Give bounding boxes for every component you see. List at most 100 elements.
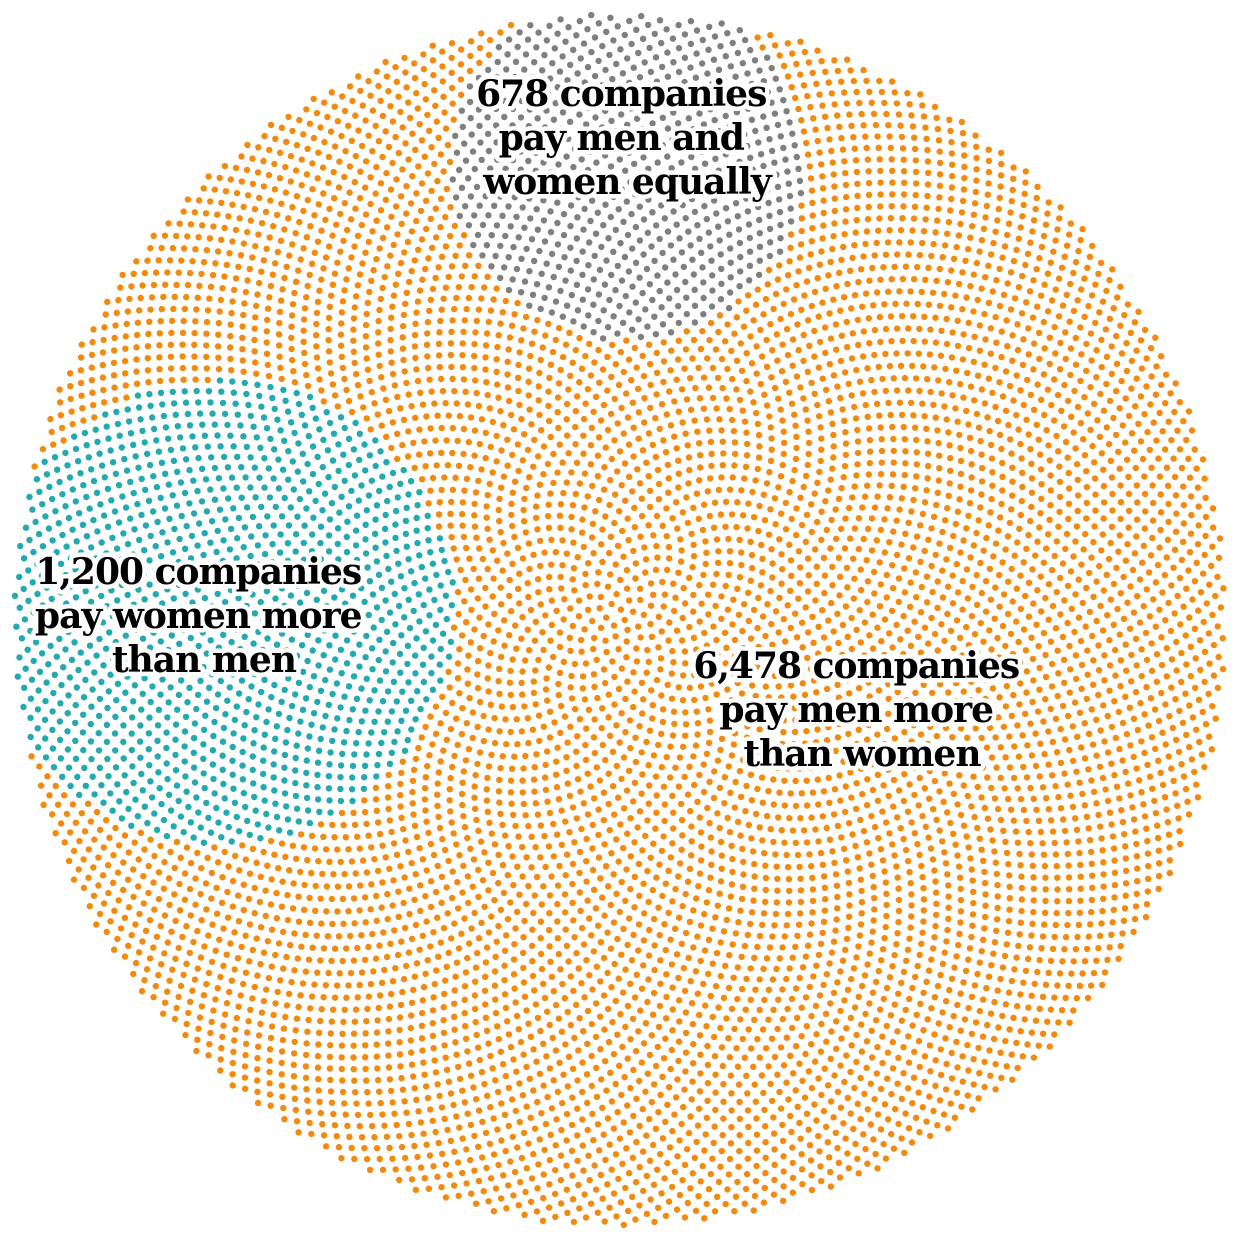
- dot-men-more: [499, 1060, 507, 1068]
- dot-women-more: [172, 654, 180, 662]
- dot-women-more: [184, 612, 191, 620]
- dot-men-more: [734, 1063, 742, 1070]
- dot-men-more: [983, 744, 991, 751]
- dot-men-more: [667, 774, 674, 781]
- dot-men-more: [482, 584, 489, 592]
- dot-men-more: [368, 277, 375, 285]
- dot-men-more: [883, 901, 890, 909]
- dot-men-more: [755, 431, 763, 439]
- dot-men-more: [832, 871, 840, 878]
- dot-equal-pay: [725, 304, 733, 312]
- dot-women-more: [232, 400, 239, 407]
- dot-men-more: [771, 495, 779, 502]
- dot-men-more: [471, 783, 478, 790]
- dot-men-more: [698, 600, 705, 607]
- dot-men-more: [445, 668, 452, 676]
- dot-equal-pay: [718, 280, 725, 287]
- dot-equal-pay: [705, 229, 712, 236]
- dot-men-more: [451, 987, 458, 994]
- dot-women-more: [227, 432, 234, 439]
- dot-men-more: [640, 696, 647, 703]
- dot-men-more: [562, 1041, 569, 1048]
- dot-men-more: [703, 642, 710, 649]
- dot-men-more: [821, 884, 829, 891]
- dot-women-more: [260, 784, 267, 791]
- dot-men-more: [380, 385, 387, 392]
- dot-men-more: [461, 915, 468, 922]
- dot-women-more: [369, 666, 376, 673]
- dot-men-more: [788, 515, 795, 523]
- dot-men-more: [797, 564, 804, 571]
- dot-equal-pay: [727, 274, 734, 281]
- dot-men-more: [289, 301, 297, 308]
- dot-women-more: [445, 568, 452, 576]
- dot-men-more: [595, 434, 603, 441]
- dot-men-more: [1030, 677, 1037, 684]
- dot-men-more: [413, 217, 420, 225]
- dot-men-more: [842, 946, 849, 953]
- dot-women-more: [373, 502, 381, 509]
- dot-men-more: [658, 763, 665, 771]
- dot-men-more: [442, 213, 449, 221]
- dot-men-more: [822, 498, 829, 505]
- dot-men-more: [935, 377, 942, 384]
- dot-men-more: [913, 473, 920, 480]
- dot-men-more: [465, 940, 473, 947]
- dot-men-more: [889, 471, 897, 478]
- dot-men-more: [748, 1045, 755, 1052]
- dot-women-more: [265, 465, 272, 472]
- dot-women-more: [234, 535, 241, 542]
- dot-women-more: [287, 419, 295, 426]
- dot-men-more: [546, 734, 554, 741]
- dot-men-more: [615, 975, 622, 982]
- dot-men-more: [373, 256, 380, 263]
- dot-men-more: [473, 389, 480, 397]
- dot-men-more: [731, 439, 739, 446]
- dot-women-more: [252, 494, 259, 501]
- dot-men-more: [454, 675, 462, 682]
- dot-men-more: [774, 276, 782, 283]
- dot-men-more: [719, 675, 726, 683]
- dot-women-more: [343, 548, 351, 556]
- dot-men-more: [782, 526, 790, 533]
- dot-equal-pay: [675, 319, 682, 327]
- dot-men-more: [427, 425, 434, 432]
- dot-men-more: [673, 627, 681, 634]
- dot-men-more: [689, 1078, 696, 1085]
- dot-men-more: [712, 983, 720, 990]
- dot-men-more: [485, 688, 492, 695]
- dot-women-more: [318, 572, 326, 579]
- dot-men-more: [700, 980, 707, 988]
- dot-men-more: [484, 808, 491, 815]
- dot-men-more: [820, 634, 828, 641]
- dot-men-more: [881, 301, 888, 308]
- dot-equal-pay: [513, 213, 520, 220]
- dot-women-more: [324, 447, 332, 454]
- dot-men-more: [687, 406, 695, 413]
- dot-women-more: [305, 432, 312, 440]
- dot-men-more: [679, 832, 686, 839]
- dot-women-more: [363, 507, 370, 514]
- dot-men-more: [667, 854, 674, 861]
- dot-men-more: [556, 441, 563, 448]
- dot-men-more: [405, 391, 412, 398]
- dot-men-more: [862, 401, 869, 409]
- dot-men-more: [567, 605, 574, 612]
- dot-men-more: [826, 310, 833, 317]
- dot-men-more: [989, 685, 997, 692]
- dot-men-more: [779, 417, 786, 424]
- dot-men-more: [993, 339, 1000, 346]
- dot-men-more: [767, 321, 774, 328]
- dot-women-more: [161, 661, 169, 668]
- dot-men-more: [519, 789, 526, 796]
- dot-men-more: [875, 834, 882, 842]
- dot-women-more: [392, 507, 400, 515]
- dot-men-more: [1039, 784, 1047, 791]
- dot-men-more: [471, 909, 478, 917]
- dot-women-more: [275, 485, 283, 492]
- dot-women-more: [294, 468, 301, 475]
- dot-equal-pay: [754, 203, 762, 211]
- dot-men-more: [619, 989, 627, 996]
- dot-men-more: [501, 977, 508, 984]
- dot-equal-pay: [625, 268, 633, 275]
